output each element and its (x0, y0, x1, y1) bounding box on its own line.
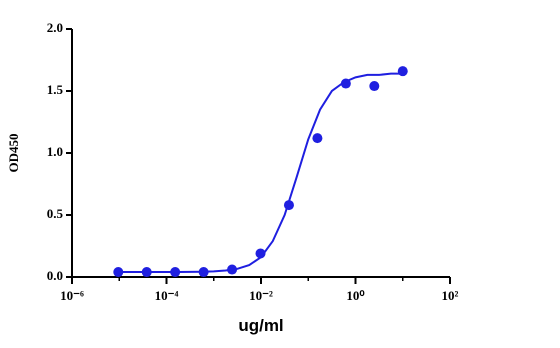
y-tick-label: 0.0 (47, 268, 63, 283)
data-point (170, 267, 181, 278)
data-point (283, 200, 294, 211)
x-axis-label: ug/ml (238, 316, 283, 335)
data-point (198, 267, 209, 278)
y-tick-label: 2.0 (47, 20, 63, 35)
data-point (255, 248, 266, 259)
x-tick-label: 10⁻⁴ (155, 288, 179, 303)
data-point (227, 264, 238, 275)
data-point (141, 267, 152, 278)
fit-curve (119, 72, 403, 274)
data-point (312, 133, 323, 144)
x-tick-label: 10⁻² (249, 288, 273, 303)
y-axis-label: OD450 (6, 134, 21, 173)
y-tick-label: 1.5 (47, 82, 64, 97)
data-point (340, 78, 351, 89)
x-tick-label: 10⁻⁶ (60, 288, 84, 303)
data-point (113, 267, 124, 278)
data-point (397, 66, 408, 77)
x-tick-label: 10² (442, 288, 459, 303)
x-tick-label: 10⁰ (346, 288, 365, 303)
y-tick-label: 1.0 (47, 144, 63, 159)
y-tick-label: 0.5 (47, 206, 64, 221)
data-point (369, 81, 380, 92)
